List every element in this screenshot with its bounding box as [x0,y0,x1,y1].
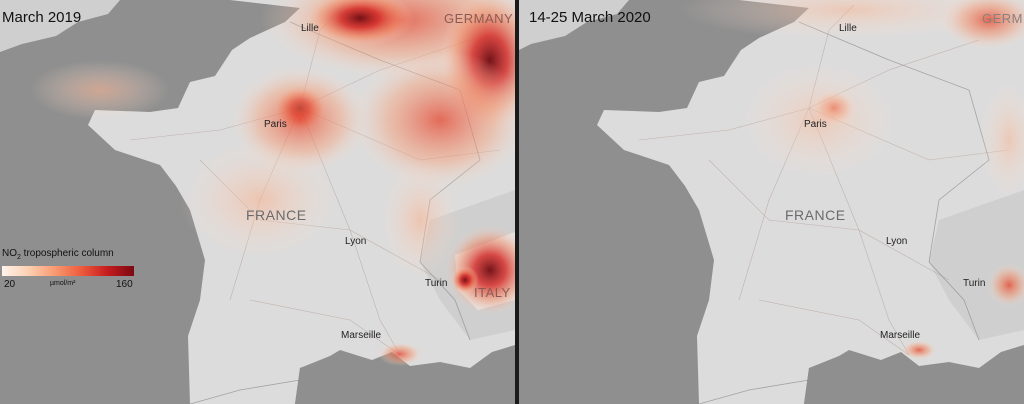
england-landmass [519,0,629,50]
panel-title: 14-25 March 2020 [529,9,651,26]
country-label-germany: GERMANY [444,11,514,26]
color-legend: NO2 tropospheric column 20 µmol/m² 160 [2,248,142,293]
mediterranean-sea [295,352,515,404]
city-label-lyon: Lyon [345,236,367,247]
map-panel-march-2020: 14-25 March 2020 Lille GERM Paris FRANCE… [519,0,1024,404]
city-label-lyon: Lyon [886,236,908,247]
city-label-lille: Lille [839,23,857,34]
city-label-marseille: Marseille [880,330,921,341]
legend-min-value: 20 [4,279,16,290]
country-label-germany: GERM [982,11,1023,26]
city-label-lille: Lille [301,23,319,34]
legend-color-bar [2,266,134,276]
mediterranean-sea [804,352,1024,404]
england-landmass [0,0,120,52]
city-label-paris: Paris [264,119,287,130]
panel-title: March 2019 [2,9,82,26]
no2-concentration [679,0,1024,360]
map-left-svg [0,0,515,404]
country-label-france: FRANCE [785,207,846,223]
city-label-turin: Turin [425,278,448,289]
legend-title: NO2 tropospheric column [2,248,114,261]
panel-divider [515,0,519,404]
map-panel-march-2019: March 2019 Lille GERMANY Paris FRANCE Ly… [0,0,515,404]
city-label-paris: Paris [804,119,827,130]
borders [698,21,990,404]
legend-unit: µmol/m² [50,280,76,287]
map-right-svg [519,0,1024,404]
city-label-marseille: Marseille [341,330,382,341]
legend-max-value: 160 [116,279,133,290]
country-label-italy: ITALY [474,285,511,300]
no2-concentration [30,0,515,366]
country-label-france: FRANCE [246,207,307,223]
continent-landmass [597,0,1024,404]
city-label-turin: Turin [963,278,986,289]
